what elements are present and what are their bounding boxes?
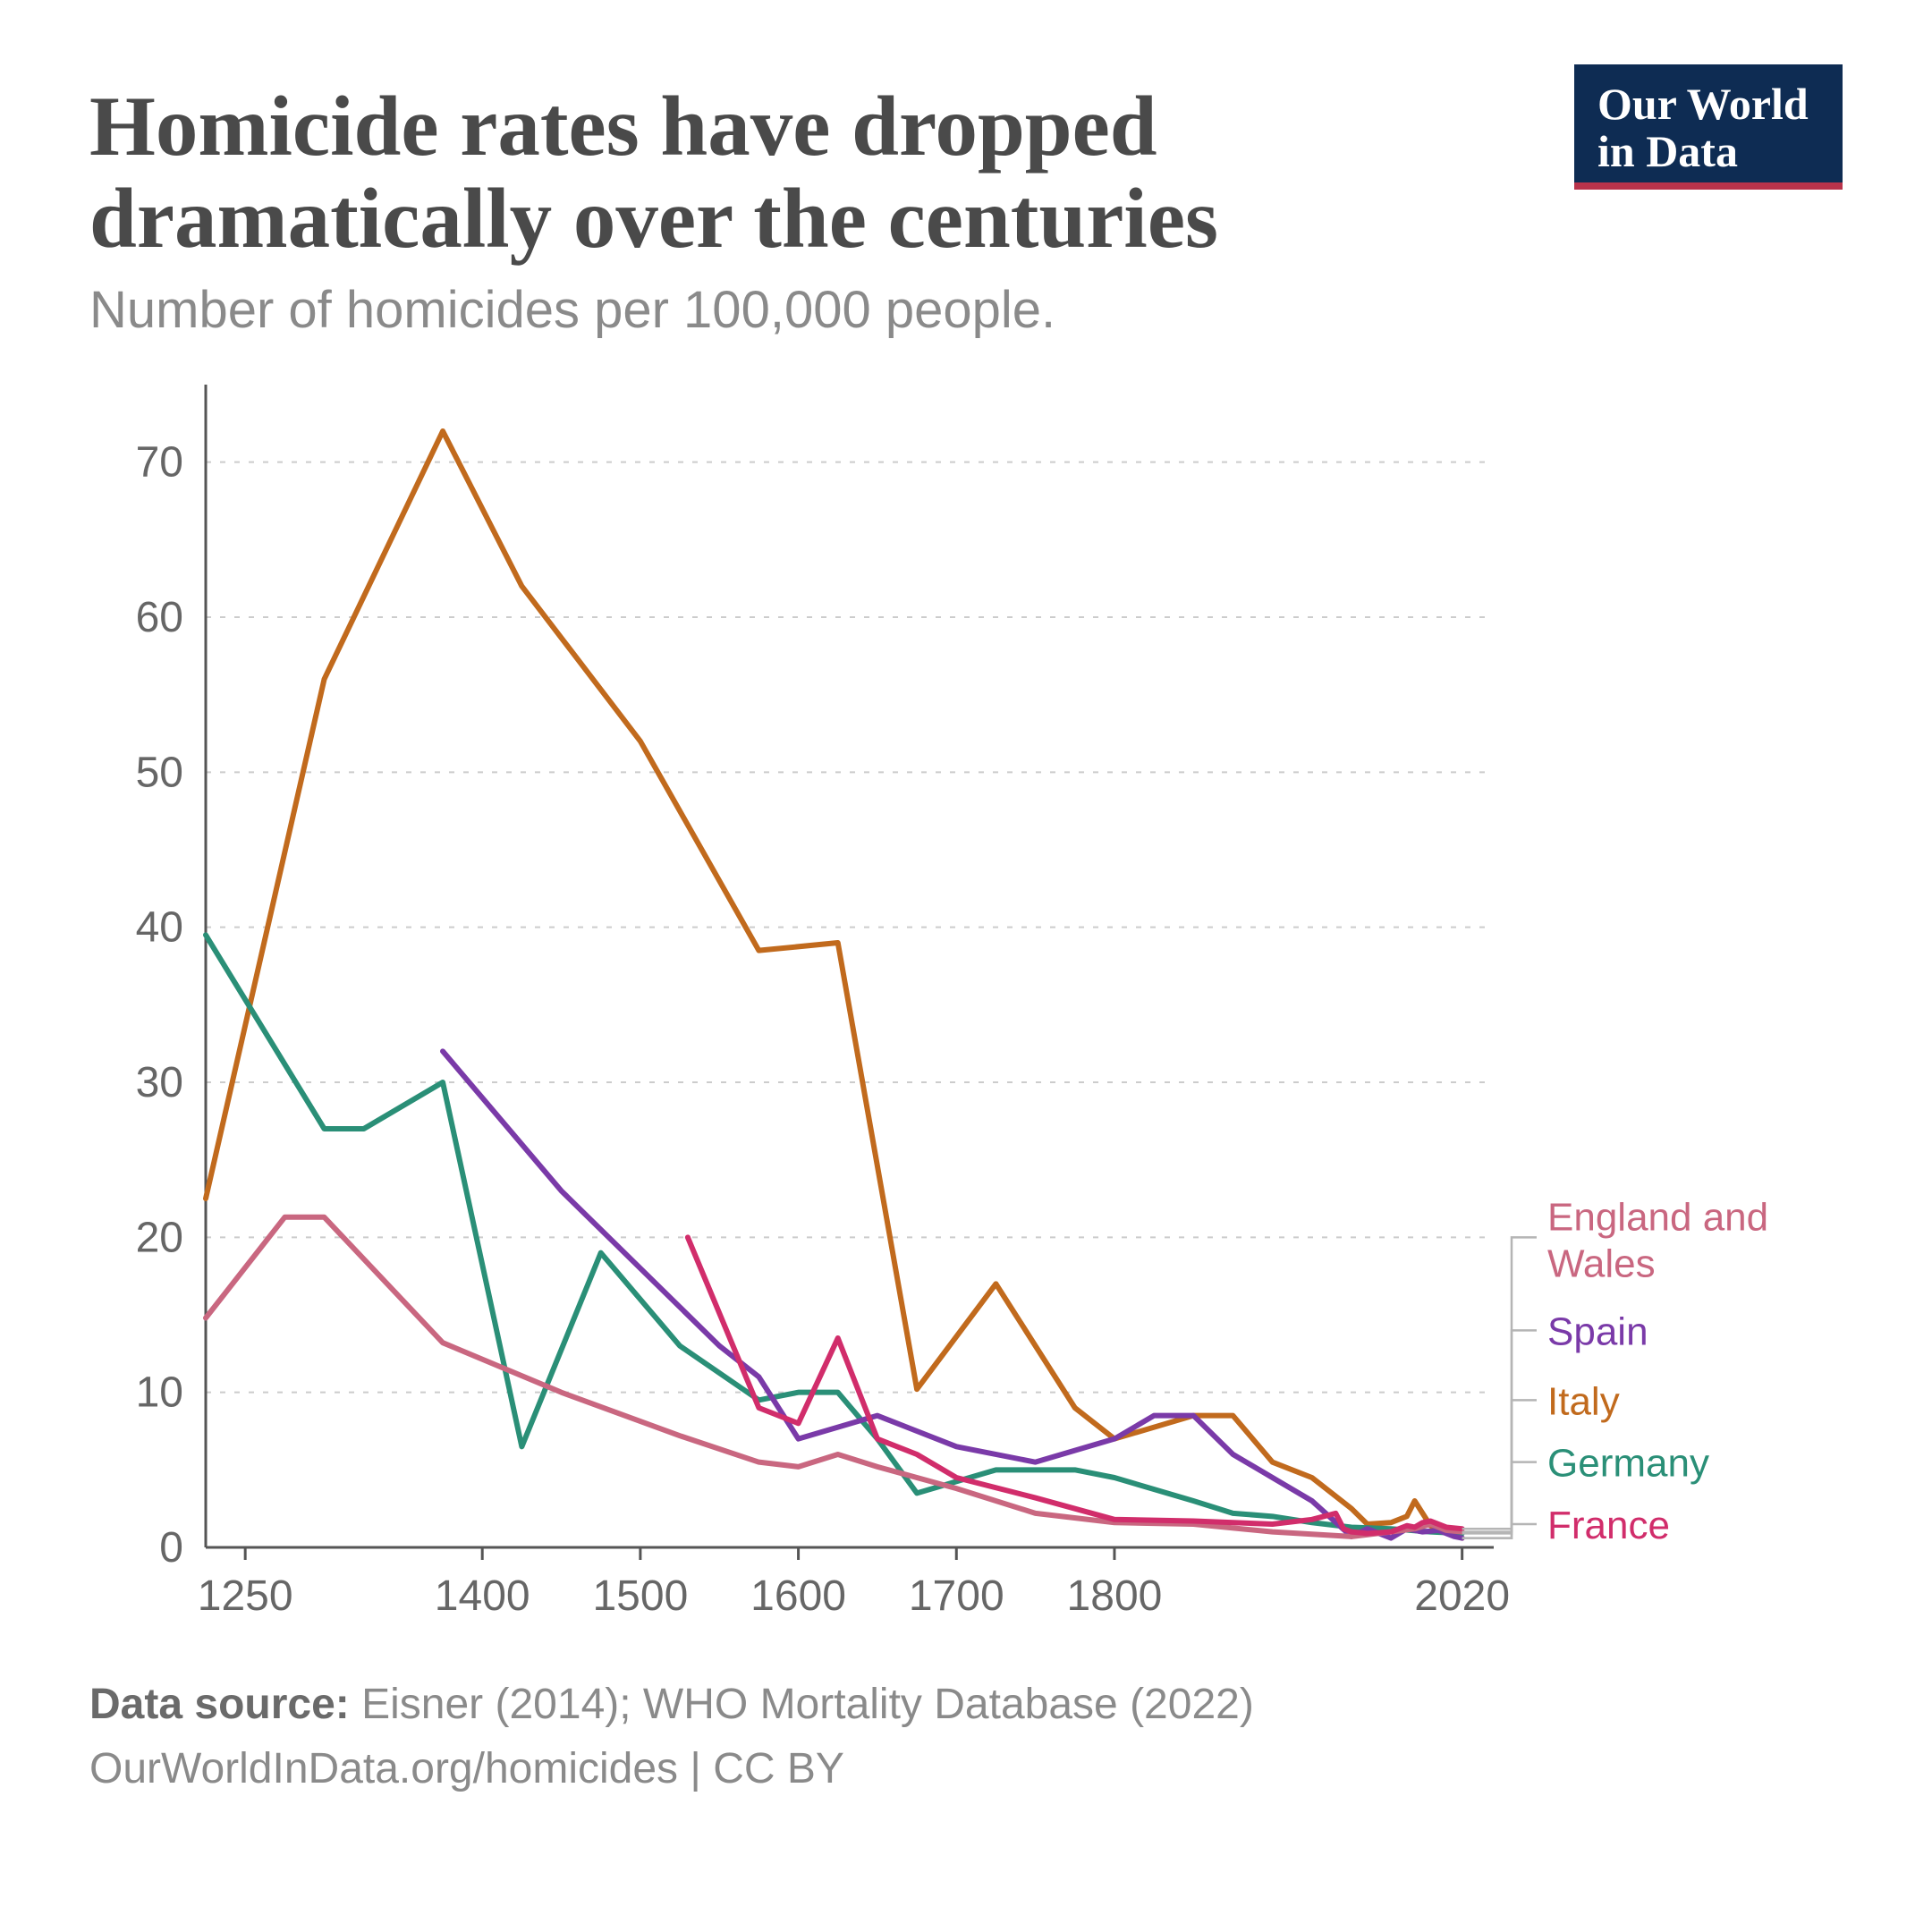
source-label: Data source: [89, 1681, 350, 1728]
y-tick-label: 10 [136, 1369, 183, 1417]
x-tick-label: 1700 [909, 1572, 1004, 1620]
legend-connector [1462, 1238, 1537, 1532]
x-tick-label: 2020 [1414, 1572, 1510, 1620]
legend-label-england: England and [1547, 1196, 1768, 1240]
y-tick-label: 70 [136, 439, 183, 487]
x-tick-label: 1600 [750, 1572, 846, 1620]
owid-logo: Our World in Data [1574, 64, 1843, 190]
legend-connector [1462, 1524, 1537, 1529]
logo-line1: Our World [1597, 79, 1809, 129]
source-text: Eisner (2014); WHO Mortality Database (2… [361, 1681, 1254, 1728]
chart-area: 0 10 20 30 40 50 60 70 1250 1400 1500 1600 1700 1800 2… [89, 367, 1843, 1646]
y-tick-label: 0 [159, 1524, 183, 1572]
y-tick-label: 40 [136, 904, 183, 952]
y-tick-label: 20 [136, 1215, 183, 1262]
logo-line2: in Data [1597, 126, 1738, 176]
y-tick-label: 50 [136, 750, 183, 797]
series-france [688, 1238, 1462, 1534]
chart-title: Homicide rates have dropped dramatically… [89, 80, 1556, 264]
x-tick-label: 1400 [435, 1572, 530, 1620]
series-germany [206, 936, 1462, 1534]
y-tick-label: 60 [136, 594, 183, 641]
legend-label-italy: Italy [1547, 1380, 1620, 1424]
y-tick-label: 30 [136, 1059, 183, 1106]
series-england [206, 1217, 1462, 1537]
legend-label-spain: Spain [1547, 1310, 1648, 1354]
chart-footer: Data source: Eisner (2014); WHO Mortalit… [89, 1673, 1843, 1801]
series-spain [443, 1052, 1462, 1538]
legend-connector [1462, 1401, 1537, 1538]
legend-label-germany: Germany [1547, 1442, 1709, 1486]
legend-label-france: France [1547, 1504, 1670, 1547]
legend-label-england: Wales [1547, 1242, 1656, 1286]
legend-connector [1462, 1331, 1537, 1538]
x-tick-label: 1500 [592, 1572, 688, 1620]
x-tick-label: 1250 [198, 1572, 293, 1620]
series-italy [206, 431, 1462, 1538]
source-link: OurWorldInData.org/homicides | CC BY [89, 1745, 844, 1792]
chart-subtitle: Number of homicides per 100,000 people. [89, 280, 1843, 340]
x-tick-label: 1800 [1067, 1572, 1163, 1620]
legend-connector [1462, 1462, 1537, 1534]
